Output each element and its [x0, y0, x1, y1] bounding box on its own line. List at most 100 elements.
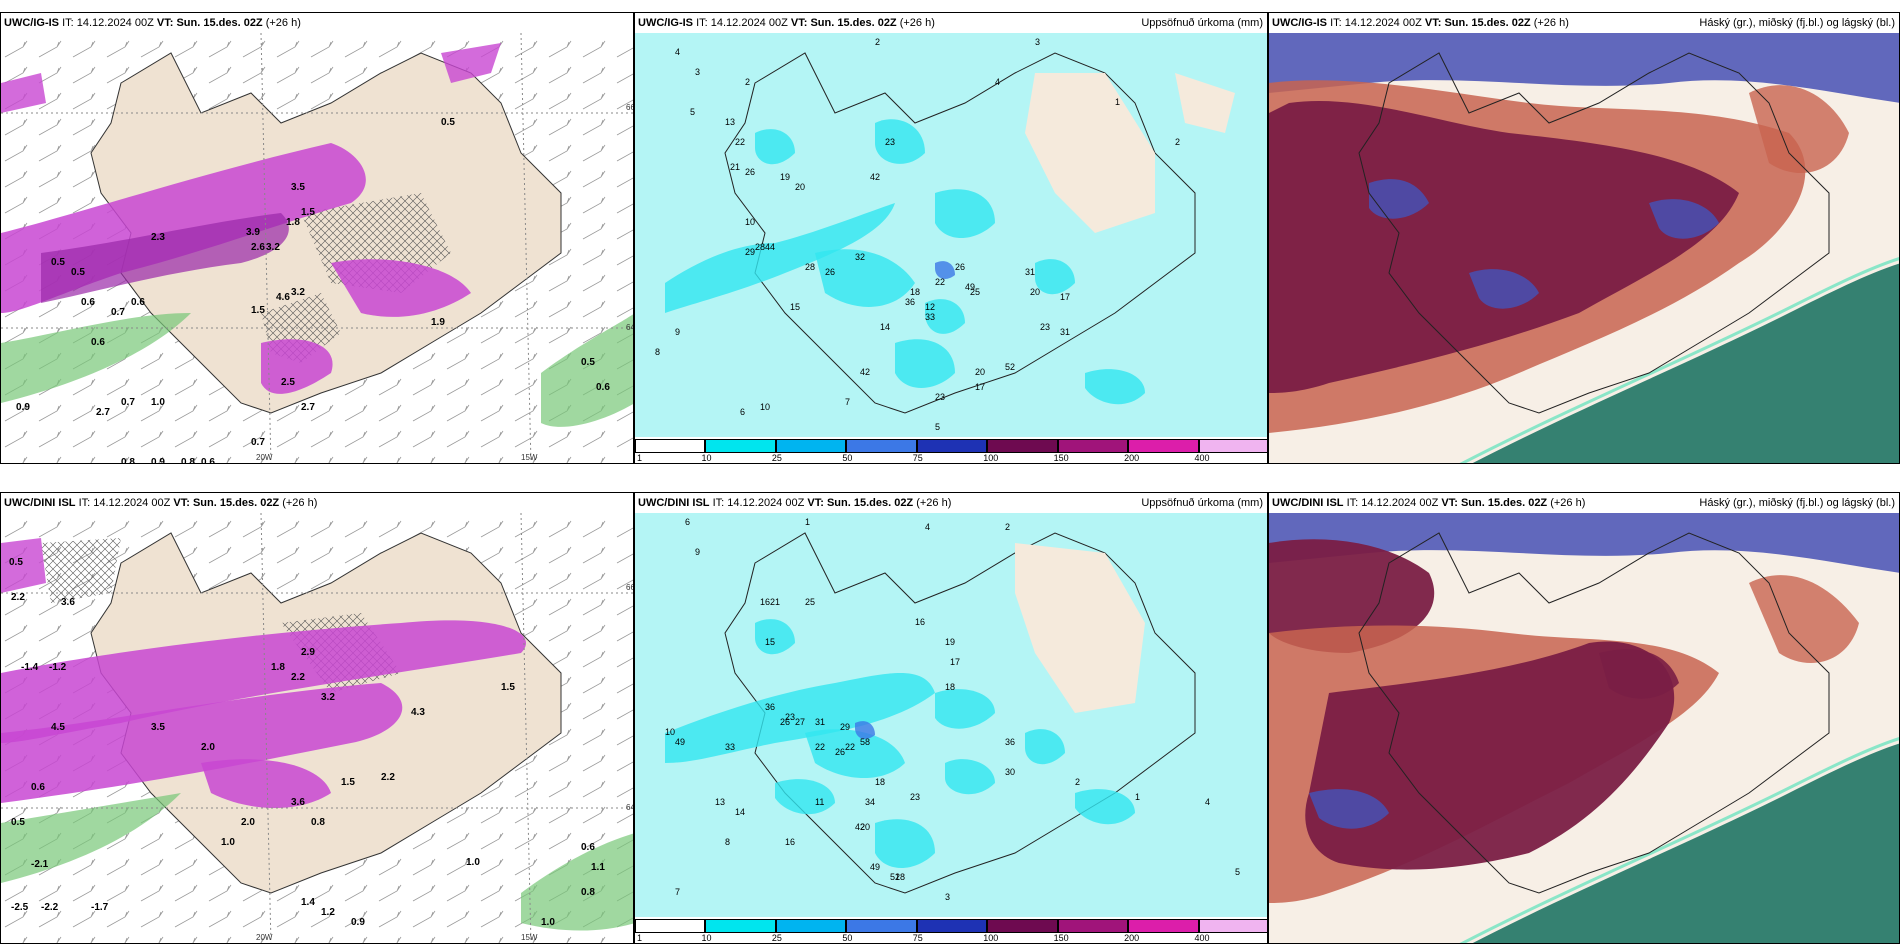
- map-value-label: 2.2: [11, 592, 25, 603]
- map-value-label: 2: [745, 77, 751, 87]
- map-value-label: -1.7: [91, 902, 109, 913]
- colorbar-tick-label: 100: [983, 933, 999, 943]
- map-value-label: 1.8: [286, 217, 300, 228]
- map-value-label: 4.6: [276, 292, 290, 303]
- map-value-label: 17: [1060, 292, 1071, 302]
- colorbar-swatch: [846, 919, 917, 933]
- map-value-label: 29: [745, 247, 756, 257]
- map-value-label: 18: [945, 682, 956, 692]
- map-value-label: 2: [1075, 777, 1081, 787]
- map-value-label: 1.0: [466, 857, 480, 868]
- map-value-label: 5: [1235, 867, 1241, 877]
- map-value-label: 28: [805, 262, 816, 272]
- colorbar-swatch: [635, 439, 706, 453]
- map-value-label: 1: [805, 517, 811, 527]
- colorbar-swatch: [775, 439, 847, 453]
- map-value-label: 23: [935, 392, 946, 402]
- colorbar-tick-label: 200: [1124, 453, 1140, 463]
- map-value-label: 3.5: [151, 722, 165, 733]
- map-value-label: 20: [975, 367, 986, 377]
- map-value-label: 15: [790, 302, 801, 312]
- map-value-label: 0.6: [131, 297, 145, 308]
- colorbar-swatch: [705, 919, 776, 933]
- map-value-label: 2.7: [96, 407, 110, 418]
- map-value-label: 25: [805, 597, 816, 607]
- map-value-label: 52: [1005, 362, 1016, 372]
- map-value-label: 1.5: [501, 682, 515, 693]
- map-value-label: 36: [765, 702, 776, 712]
- map-value-label: 42: [855, 822, 866, 832]
- map-value-label: 8: [725, 837, 731, 847]
- map-value-label: 20: [860, 822, 871, 832]
- map-value-label: 31: [1060, 327, 1071, 337]
- map-value-label: 18: [895, 872, 906, 882]
- map-value-label: -1.4: [21, 662, 39, 673]
- map-value-label: 2.5: [281, 377, 295, 388]
- map-value-label: 3.6: [61, 597, 75, 608]
- map-value-label: 4.5: [51, 722, 65, 733]
- map-value-label: 49: [965, 282, 976, 292]
- map-value-label: 4: [1205, 797, 1211, 807]
- colorbar-tick-label: 1: [637, 933, 643, 943]
- map-value-label: 0.5: [51, 257, 65, 268]
- map-value-label: 23: [910, 792, 921, 802]
- map-value-label: 32: [855, 252, 866, 262]
- map-value-label: 1: [1115, 97, 1121, 107]
- axis-label: 66N: [626, 103, 633, 112]
- colorbar-swatch: [1057, 919, 1129, 933]
- map-value-label: 25: [970, 287, 981, 297]
- panel-header: UWC/IG-IS IT: 14.12.2024 00Z VT: Sun. 15…: [1, 13, 633, 33]
- map-value-label: 7: [675, 887, 681, 897]
- map-value-label: 1.8: [271, 662, 285, 673]
- map-value-label: 21: [770, 597, 781, 607]
- map-value-label: 0.8: [581, 887, 595, 898]
- map-value-label: 3: [695, 67, 701, 77]
- map-value-label: 2: [1175, 137, 1181, 147]
- colorbar-tick-label: 150: [1053, 933, 1069, 943]
- map-value-label: 1.5: [341, 777, 355, 788]
- map-value-label: 1.0: [221, 837, 235, 848]
- map-value-label: 2.2: [381, 772, 395, 783]
- map-value-label: 3: [945, 892, 951, 902]
- map-value-label: 10: [665, 727, 676, 737]
- map-value-label: 31: [1025, 267, 1036, 277]
- colorbar-tick-label: 200: [1124, 933, 1140, 943]
- map-value-label: 0.6: [596, 382, 610, 393]
- map-value-label: 2.9: [301, 647, 315, 658]
- map-value-label: 22: [815, 742, 826, 752]
- map-value-label: 2: [1005, 522, 1011, 532]
- map-value-label: 29: [840, 722, 851, 732]
- map-value-label: 6: [685, 517, 691, 527]
- colorbar-tick-label: 10: [701, 453, 712, 463]
- colorbar-swatch: [775, 919, 847, 933]
- map-value-label: 1.5: [251, 305, 265, 316]
- map-value-label: 14: [880, 322, 891, 332]
- map-value-label: 2.2: [291, 672, 305, 683]
- map-value-label: 19: [780, 172, 791, 182]
- map-value-label: -2.1: [31, 859, 49, 870]
- map-value-label: 22: [735, 137, 746, 147]
- map-accumulated-precipitation: [635, 33, 1267, 439]
- map-title: Háský (gr.), miðský (fj.bl.) og lágský (…: [1699, 17, 1895, 29]
- map-value-label: 28: [755, 242, 766, 252]
- precip-colorbar: 1 10 25 50 75 100 150 200 400: [635, 437, 1267, 463]
- map-value-label: 10: [760, 402, 771, 412]
- map-value-label: 1.0: [151, 397, 165, 408]
- map-value-label: 27: [795, 717, 806, 727]
- colorbar-swatch: [1128, 919, 1199, 933]
- colorbar-tick-label: 25: [771, 933, 782, 943]
- map-value-label: 0.7: [111, 307, 125, 318]
- map-value-label: 0.5: [441, 117, 455, 128]
- map-title: Uppsöfnuð úrkoma (mm): [1141, 17, 1263, 29]
- map-value-label: 0.7: [251, 437, 265, 448]
- map-value-label: 44: [765, 242, 776, 252]
- map-value-label: 7: [845, 397, 851, 407]
- colorbar-tick-label: 150: [1053, 453, 1069, 463]
- map-value-label: 18: [875, 777, 886, 787]
- map-cloud-cover: [1269, 33, 1899, 463]
- map-value-label: 6: [740, 407, 746, 417]
- map-value-label: 0.9: [16, 402, 30, 413]
- map-value-label: -1.2: [49, 662, 67, 673]
- map-value-label: 26: [780, 717, 791, 727]
- colorbar-tick-label: 400: [1194, 453, 1210, 463]
